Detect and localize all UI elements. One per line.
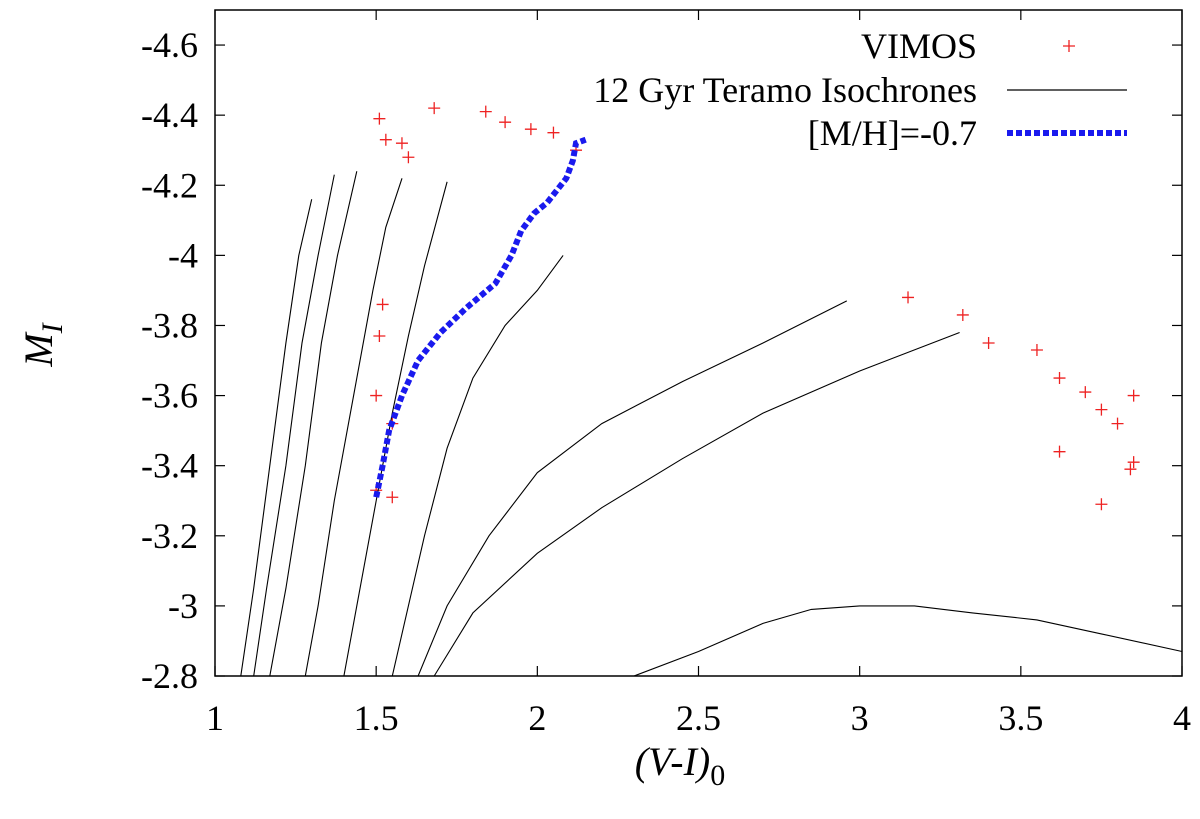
isochrone-line-4 [304,178,403,677]
isochrone-line-2 [253,174,335,677]
vimos-point [379,133,392,146]
vimos-point [1053,372,1066,385]
isochrone-line-8 [433,331,960,677]
isochrone-line-1 [240,199,313,677]
metallicity-track-group [373,136,587,498]
x-axis-title-subscript: 0 [710,759,725,792]
vimos-point [1124,463,1137,476]
vimos-scatter-group [370,102,1140,511]
y-tick-label: -2.8 [141,656,198,696]
x-tick-label: 1.5 [354,698,399,738]
y-tick-label: -4.2 [141,165,198,205]
vimos-point [373,329,386,342]
legend-label-metallicity: [M/H]=-0.7 [808,113,977,153]
vimos-point [1030,344,1043,357]
legend: VIMOS 12 Gyr Teramo Isochrones [M/H]=-0.… [593,26,1127,153]
vimos-point [1095,498,1108,511]
x-tick-labels: 1 1.5 2 2.5 3 3.5 4 [206,698,1191,738]
vimos-point [402,151,415,164]
x-tick-label: 3 [851,698,869,738]
vimos-point [524,123,537,136]
isochrone-line-6 [391,255,564,677]
vimos-point [395,137,408,150]
y-axis-title-main: M [16,331,61,368]
isochrone-line-9 [633,605,1183,677]
isochrones-group [240,171,1183,677]
x-axis-title: (V-I)0 [635,739,726,792]
vimos-point [373,112,386,125]
y-tick-label: -4 [168,235,198,275]
x-tick-label: 3.5 [998,698,1043,738]
y-tick-label: -3 [168,586,198,626]
vimos-point [1111,417,1124,430]
vimos-point [376,298,389,311]
x-tick-label: 1 [206,698,224,738]
isochrone-line-7 [417,300,848,677]
y-tick-label: -3.8 [141,305,198,345]
legend-label-vimos: VIMOS [861,26,977,66]
isochrone-line-5 [343,181,448,677]
axis-ticks [214,10,1183,677]
vimos-point [386,491,399,504]
y-tick-labels: -2.8 -3 -3.2 -3.4 -3.6 -3.8 -4 -4.2 -4.4 -4.6 [141,25,198,696]
vimos-point [1079,386,1092,399]
legend-marker-vimos [1063,40,1075,52]
vimos-point [902,291,915,304]
vimos-point [982,337,995,349]
y-axis-title: MI [16,321,69,367]
x-tick-label: 4 [1173,698,1191,738]
y-tick-label: -3.2 [141,516,198,556]
vimos-point [479,105,492,118]
vimos-point [1127,389,1140,402]
vimos-point [1127,456,1140,469]
vimos-point [1095,403,1108,416]
metallicity-track-line [373,136,587,498]
y-axis-title-subscript: I [36,321,69,334]
x-tick-label: 2 [528,698,546,738]
vimos-point [547,126,560,139]
y-tick-label: -3.6 [141,376,198,416]
isochrone-line-3 [269,171,358,677]
vimos-point [428,102,441,115]
vimos-point [1053,445,1066,458]
legend-label-isochrones: 12 Gyr Teramo Isochrones [593,70,977,110]
vimos-point [956,308,969,321]
x-tick-label: 2.5 [676,698,721,738]
vimos-point [499,116,512,129]
legend-plus-marker [1063,40,1075,52]
x-axis-title-main: (V-I) [635,739,711,784]
vimos-point [370,389,383,402]
y-tick-label: -4.6 [141,25,198,65]
y-tick-label: -4.4 [141,95,198,135]
y-tick-label: -3.4 [141,446,198,486]
